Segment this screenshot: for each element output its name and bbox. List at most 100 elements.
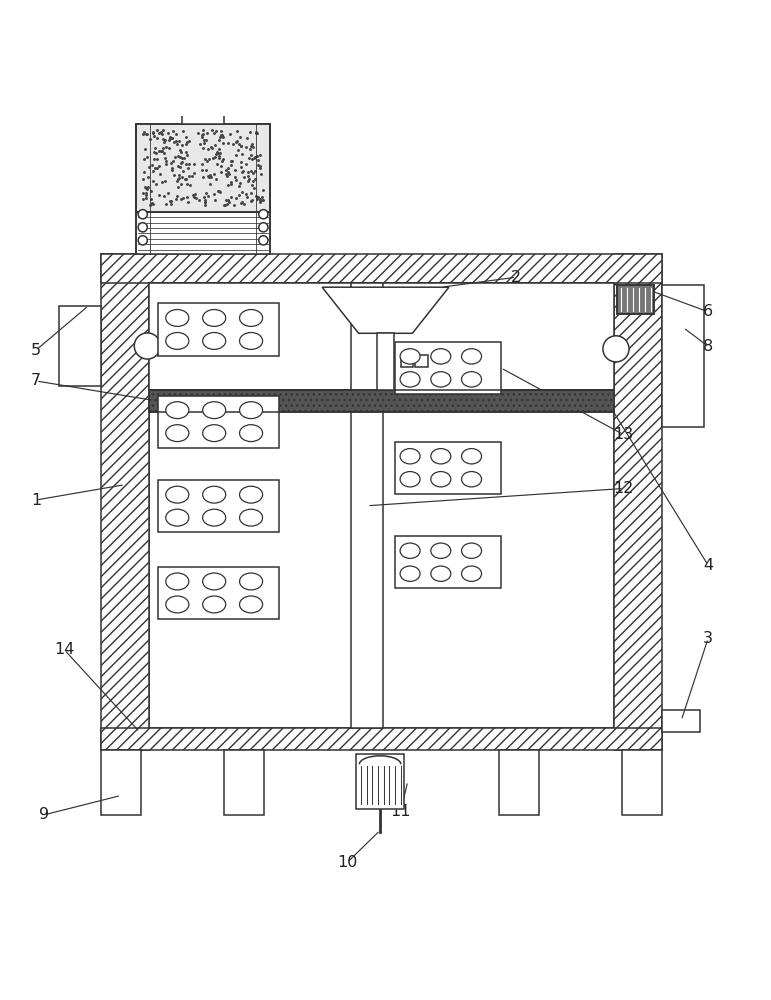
Point	[254, 192, 267, 208]
Bar	[101, 750, 141, 815]
Point	[165, 196, 177, 212]
Point	[157, 140, 169, 156]
Point	[148, 128, 160, 144]
Point	[245, 138, 258, 154]
Point	[209, 192, 221, 208]
Point	[139, 179, 151, 195]
Point	[139, 141, 151, 157]
Point	[224, 126, 237, 142]
Point	[138, 124, 150, 140]
Point	[197, 126, 210, 142]
Ellipse shape	[166, 596, 189, 613]
Point	[225, 189, 237, 205]
Ellipse shape	[166, 425, 189, 442]
Point	[247, 150, 260, 166]
Point	[171, 179, 183, 195]
Point	[143, 159, 155, 175]
Point	[246, 177, 258, 193]
Ellipse shape	[166, 509, 189, 526]
Ellipse shape	[400, 449, 420, 464]
Point	[151, 130, 163, 146]
Ellipse shape	[431, 543, 451, 558]
Point	[181, 147, 194, 163]
Point	[245, 147, 258, 163]
Bar	[224, 750, 264, 815]
Point	[199, 151, 211, 167]
Point	[145, 183, 157, 199]
Point	[215, 127, 227, 143]
Ellipse shape	[203, 596, 226, 613]
Ellipse shape	[240, 596, 263, 613]
Point	[234, 187, 246, 203]
Point	[165, 130, 177, 146]
Circle shape	[138, 210, 147, 219]
Point	[223, 166, 235, 182]
Point	[158, 145, 170, 161]
Ellipse shape	[166, 573, 189, 590]
Point	[213, 150, 225, 166]
Point	[163, 140, 175, 156]
Point	[162, 185, 174, 201]
Point	[150, 151, 163, 167]
Point	[147, 173, 160, 189]
Point	[138, 151, 150, 167]
Point	[234, 195, 247, 211]
Point	[141, 181, 153, 197]
Ellipse shape	[400, 566, 420, 581]
Point	[173, 142, 186, 158]
Ellipse shape	[166, 310, 189, 326]
Point	[236, 164, 248, 180]
Point	[140, 190, 152, 206]
Point	[178, 171, 190, 187]
Point	[175, 176, 187, 192]
Point	[180, 136, 192, 152]
Point	[221, 160, 234, 176]
Point	[243, 171, 255, 187]
Point	[237, 169, 250, 185]
Point	[158, 134, 170, 150]
Point	[240, 139, 252, 155]
Ellipse shape	[462, 449, 482, 464]
Ellipse shape	[240, 486, 263, 503]
Point	[213, 183, 225, 199]
Point	[214, 184, 226, 200]
Ellipse shape	[431, 349, 451, 364]
Point	[197, 140, 210, 156]
Point	[194, 136, 206, 152]
Point	[254, 160, 267, 176]
Point	[212, 183, 224, 199]
Point	[226, 153, 238, 169]
Point	[208, 125, 221, 141]
Point	[149, 140, 161, 156]
Point	[198, 132, 210, 148]
Point	[165, 193, 177, 209]
Point	[170, 191, 182, 207]
Point	[227, 136, 239, 152]
Point	[245, 136, 258, 152]
Point	[203, 169, 215, 185]
Point	[235, 146, 247, 162]
Point	[182, 160, 194, 176]
Bar	[101, 254, 662, 283]
Point	[174, 159, 187, 175]
Point	[140, 187, 152, 203]
Point	[169, 149, 181, 165]
Bar	[351, 283, 383, 728]
Bar	[136, 124, 271, 212]
Bar	[149, 283, 614, 728]
Point	[148, 144, 160, 160]
Point	[146, 195, 159, 211]
Ellipse shape	[203, 425, 226, 442]
Point	[217, 129, 229, 145]
Bar	[416, 355, 428, 367]
Circle shape	[259, 236, 268, 245]
Point	[208, 166, 221, 182]
Circle shape	[138, 223, 147, 232]
Point	[186, 168, 198, 184]
Ellipse shape	[240, 332, 263, 349]
Point	[163, 129, 176, 145]
Ellipse shape	[400, 372, 420, 387]
Point	[198, 194, 210, 210]
Point	[230, 147, 242, 163]
Point	[221, 168, 234, 184]
